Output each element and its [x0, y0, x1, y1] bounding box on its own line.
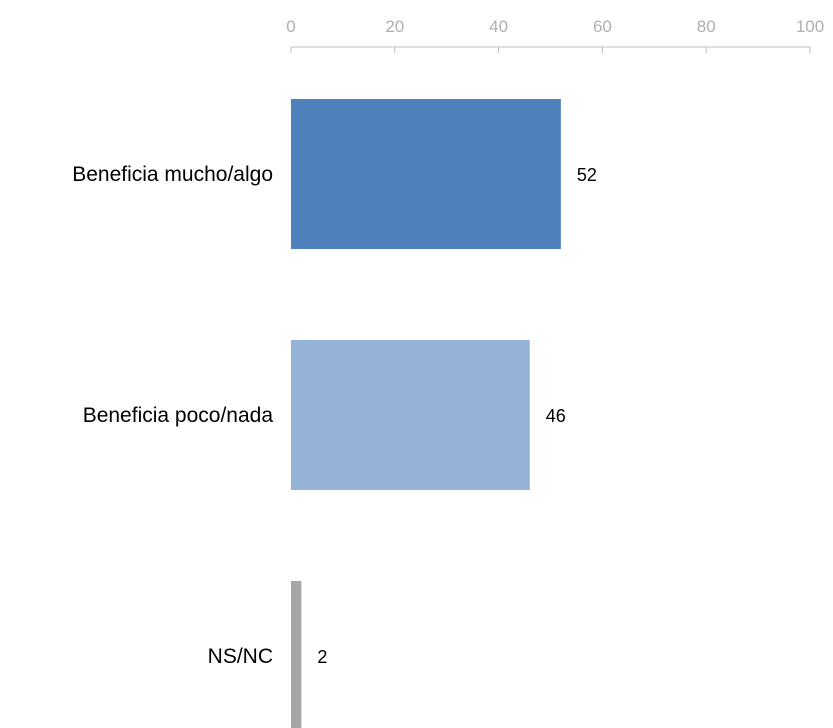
- labels: Beneficia mucho/algo 52 Beneficia poco/nad…: [72, 163, 597, 668]
- bar: [291, 99, 561, 249]
- bar: [291, 340, 530, 490]
- tick-label: 100: [796, 17, 824, 36]
- data-label: 52: [577, 165, 597, 185]
- bars: [291, 99, 561, 728]
- value-axis: 0 20 40 60 80 100: [286, 17, 824, 53]
- tick-label: 80: [697, 17, 716, 36]
- bar: [291, 581, 302, 728]
- category-label: Beneficia mucho/algo: [72, 163, 273, 186]
- tick-label: 0: [286, 17, 295, 36]
- tick-label: 20: [385, 17, 404, 36]
- category-label: NS/NC: [208, 645, 273, 668]
- tick-label: 60: [593, 17, 612, 36]
- data-label: 46: [546, 406, 566, 426]
- category-label: Beneficia poco/nada: [83, 404, 274, 427]
- tick-label: 40: [489, 17, 508, 36]
- data-label: 2: [317, 647, 327, 667]
